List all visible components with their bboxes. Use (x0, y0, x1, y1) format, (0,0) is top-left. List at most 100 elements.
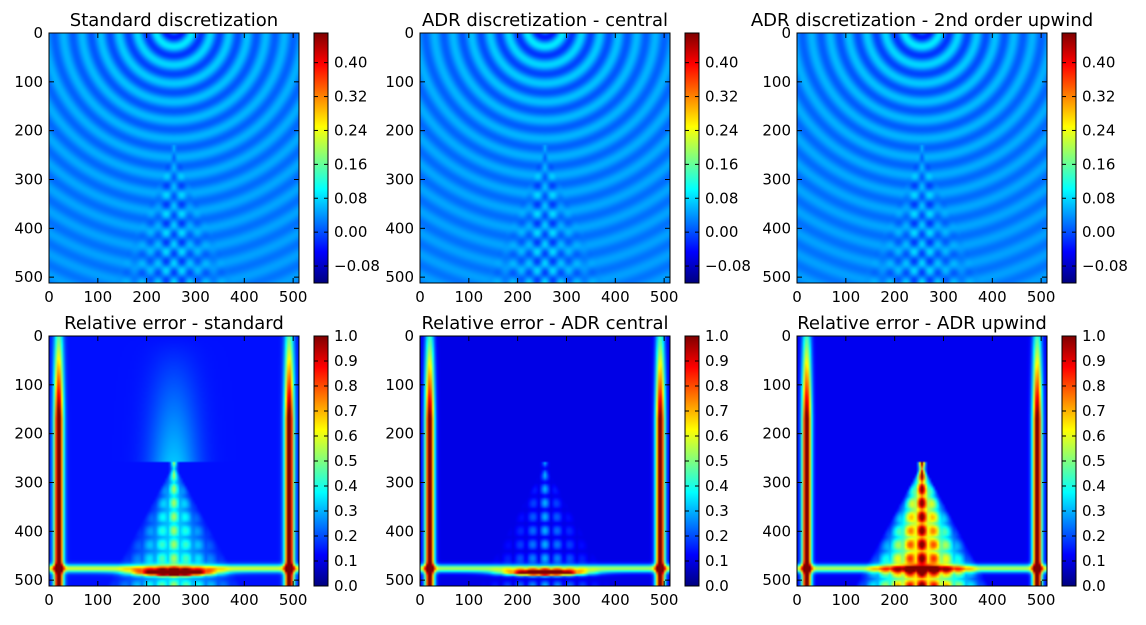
y-tick-label: 0 (404, 327, 414, 345)
y-tick-label: 100 (762, 73, 791, 91)
subplot-5: Relative error - ADR central 0 100 200 300 40… (385, 313, 729, 609)
colorbar-tick-label: 0.2 (1082, 527, 1106, 545)
colorbar-tick-label: 0.40 (705, 54, 738, 72)
colorbar-tick-label: 0.6 (1082, 427, 1106, 445)
colorbar-tick-label: 0.00 (1082, 223, 1115, 241)
subplot-title: Relative error - standard (64, 313, 284, 334)
y-tick-label: 100 (385, 376, 414, 394)
subplot-2: ADR discretization - central 0 100 200 300 40… (385, 10, 751, 306)
colorbar-tick-label: 0.40 (334, 54, 367, 72)
y-tick-label: 0 (33, 327, 43, 345)
x-tick-label: 0 (44, 288, 54, 306)
y-tick-label: 300 (14, 170, 43, 188)
colorbar-tick-label: 0.08 (1082, 189, 1115, 207)
x-tick-label: 200 (132, 288, 161, 306)
x-tick-label: 300 (552, 591, 581, 609)
colorbar-tick-label: 0.5 (1082, 452, 1106, 470)
x-tick-label: 200 (880, 591, 909, 609)
x-tick-label: 100 (455, 591, 484, 609)
x-tick-label: 400 (230, 591, 259, 609)
plot-frame (796, 32, 1048, 284)
heatmap-image (797, 336, 1047, 586)
heatmap-image (49, 33, 299, 283)
colorbar-tick-label: 1.0 (1082, 327, 1106, 345)
x-tick-label: 400 (601, 591, 630, 609)
y-tick-label: 400 (14, 219, 43, 237)
colorbar-tick-label: 0.9 (334, 352, 358, 370)
colorbar-tick-label: 0.24 (334, 121, 367, 139)
y-tick-label: 300 (385, 170, 414, 188)
colorbar-tick-label: 0.8 (1082, 377, 1106, 395)
colorbar-tick-label: 0.40 (1082, 54, 1115, 72)
colorbar-tick-label: 0.1 (334, 552, 358, 570)
subplot-4: Relative error - standard 0 100 200 300 400 50… (14, 313, 358, 609)
y-tick-label: 0 (404, 24, 414, 42)
colorbar-tick-label: 0.2 (705, 527, 729, 545)
y-tick-label: 0 (781, 327, 791, 345)
x-tick-label: 500 (650, 288, 679, 306)
x-tick-label: 200 (132, 591, 161, 609)
colorbar-gradient (685, 336, 699, 586)
colorbar-tick-label: 0.32 (1082, 88, 1115, 106)
colorbar-tick-label: 0.16 (705, 155, 738, 173)
colorbar-tick-label: 0.4 (705, 477, 729, 495)
plot-frame (419, 335, 671, 587)
y-tick-label: 0 (781, 24, 791, 42)
colorbar-tick-label: 0.9 (1082, 352, 1106, 370)
colorbar-tick-label: 0.16 (1082, 155, 1115, 173)
x-tick-label: 500 (650, 591, 679, 609)
colorbar-tick-label: 0.4 (1082, 477, 1106, 495)
colorbar-tick-label: 0.00 (705, 223, 738, 241)
x-tick-label: 0 (415, 591, 425, 609)
x-tick-label: 400 (978, 591, 1007, 609)
y-tick-label: 500 (14, 268, 43, 286)
subplot-title: Relative error - ADR upwind (797, 313, 1047, 334)
colorbar-tick-label: 0.0 (334, 577, 358, 595)
colorbar-tick-label: 0.08 (705, 189, 738, 207)
x-tick-label: 500 (279, 591, 308, 609)
colorbar-tick-label: −0.08 (334, 257, 380, 275)
x-tick-label: 400 (230, 288, 259, 306)
x-tick-label: 200 (503, 591, 532, 609)
x-tick-label: 100 (832, 288, 861, 306)
colorbar-tick-label: 0.8 (705, 377, 729, 395)
colorbar-tick-label: 0.3 (1082, 502, 1106, 520)
x-tick-label: 400 (978, 288, 1007, 306)
y-tick-label: 500 (385, 268, 414, 286)
x-tick-label: 200 (503, 288, 532, 306)
y-tick-label: 200 (762, 425, 791, 443)
y-tick-label: 100 (14, 73, 43, 91)
colorbar-tick-label: 0.24 (1082, 121, 1115, 139)
x-tick-label: 300 (552, 288, 581, 306)
colorbar-frame (313, 32, 329, 284)
x-tick-label: 400 (601, 288, 630, 306)
y-tick-label: 400 (385, 219, 414, 237)
plot-frame (419, 32, 671, 284)
colorbar-tick-label: −0.08 (705, 257, 751, 275)
y-tick-label: 200 (762, 122, 791, 140)
colorbar-tick-label: 0.5 (334, 452, 358, 470)
colorbar-tick-label: 0.16 (334, 155, 367, 173)
colorbar-tick-label: 0.7 (705, 402, 729, 420)
y-tick-label: 400 (762, 522, 791, 540)
plot-frame (48, 335, 300, 587)
x-tick-label: 500 (1027, 591, 1056, 609)
x-tick-label: 100 (84, 288, 113, 306)
x-tick-label: 0 (415, 288, 425, 306)
y-tick-label: 300 (385, 473, 414, 491)
colorbar-tick-label: 0.24 (705, 121, 738, 139)
x-tick-label: 0 (792, 591, 802, 609)
x-tick-label: 100 (455, 288, 484, 306)
y-tick-label: 300 (762, 170, 791, 188)
colorbar-tick-label: 0.32 (334, 88, 367, 106)
x-tick-label: 300 (181, 591, 210, 609)
y-tick-label: 200 (385, 122, 414, 140)
colorbar-tick-label: 0.3 (334, 502, 358, 520)
colorbar-tick-label: 0.6 (334, 427, 358, 445)
colorbar-gradient (1062, 33, 1076, 283)
y-tick-label: 400 (385, 522, 414, 540)
subplot-title: Relative error - ADR central (421, 313, 668, 334)
heatmap-image (49, 336, 299, 586)
